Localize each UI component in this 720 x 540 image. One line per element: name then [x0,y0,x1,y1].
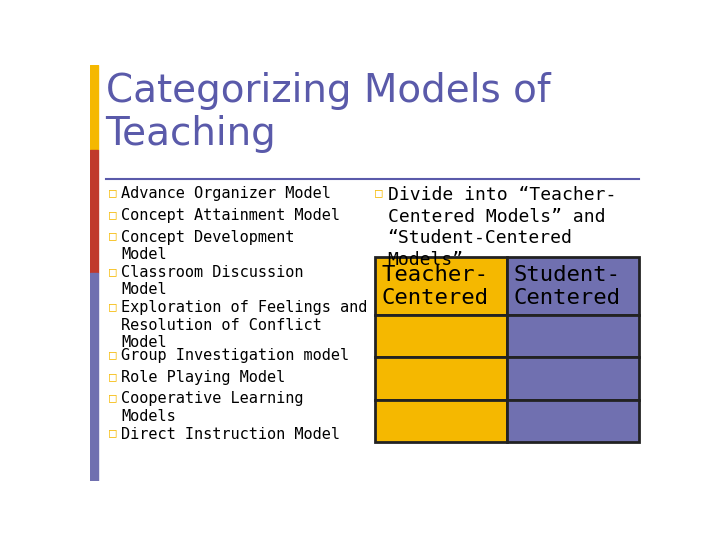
Bar [375,357,507,400]
Text: □: □ [109,427,116,440]
Bar [375,400,507,442]
Text: □: □ [109,208,116,221]
Text: □: □ [109,265,116,278]
Text: □: □ [109,300,116,313]
Text: □: □ [109,370,116,383]
Text: Cooperative Learning
Models: Cooperative Learning Models [121,392,304,424]
Bar [90,150,98,273]
Bar [507,257,639,315]
Text: □: □ [109,230,116,242]
Bar [507,315,639,357]
Text: Concept Attainment Model: Concept Attainment Model [121,208,340,223]
Text: Direct Instruction Model: Direct Instruction Model [121,427,340,442]
Text: □: □ [375,186,383,199]
Text: Teacher-
Centered: Teacher- Centered [382,265,488,308]
Text: Exploration of Feelings and
Resolution of Conflict
Model: Exploration of Feelings and Resolution o… [121,300,367,350]
Text: □: □ [109,348,116,361]
Text: Student-
Centered: Student- Centered [513,265,620,308]
Text: Role Playing Model: Role Playing Model [121,370,285,384]
Bar [90,65,98,150]
Bar [375,315,507,357]
Bar [375,257,507,315]
Bar [507,400,639,442]
Text: Categorizing Models of
Teaching: Categorizing Models of Teaching [106,72,550,153]
Text: Divide into “Teacher-
Centered Models” and
“Student-Centered
Models”: Divide into “Teacher- Centered Models” a… [387,186,616,269]
Bar [90,273,98,481]
Text: Classroom Discussion
Model: Classroom Discussion Model [121,265,304,298]
Bar [507,357,639,400]
Text: □: □ [109,392,116,404]
Text: □: □ [109,186,116,199]
Text: Concept Development
Model: Concept Development Model [121,230,294,262]
Text: Group Investigation model: Group Investigation model [121,348,349,363]
Text: Advance Organizer Model: Advance Organizer Model [121,186,331,201]
